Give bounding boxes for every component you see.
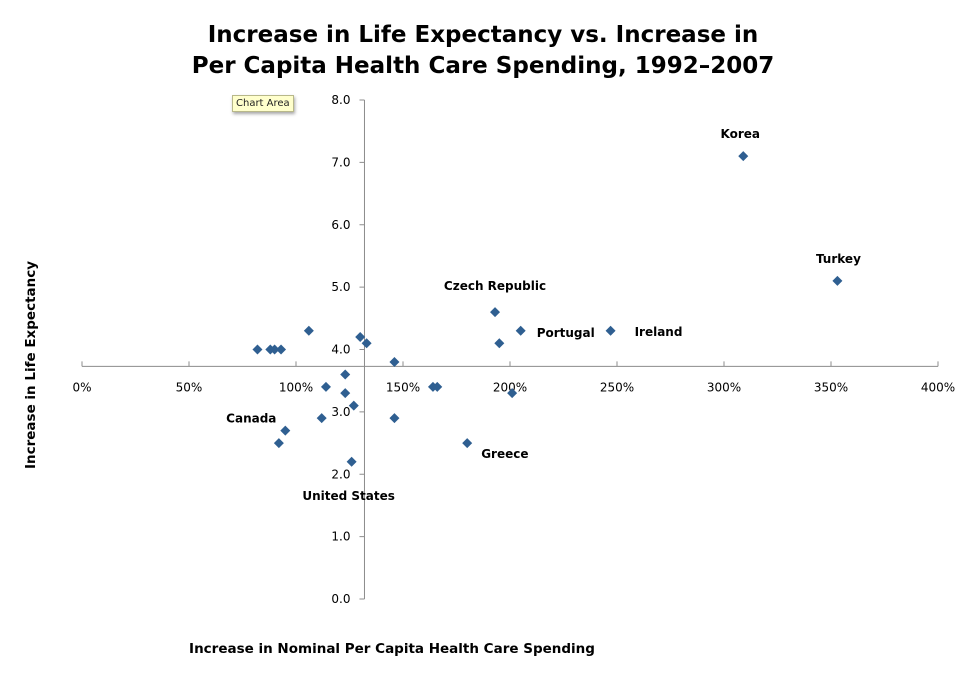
data-point[interactable] [252,344,263,355]
data-point-czech-republic[interactable] [490,307,501,318]
point-label: Greece [481,447,528,461]
data-point-ireland[interactable] [605,325,616,336]
point-label: Korea [721,127,761,141]
x-tick-label: 100% [279,380,313,394]
x-tick-label: 300% [707,380,741,394]
data-point-canada[interactable] [280,425,291,436]
data-point[interactable] [494,338,505,349]
y-tick-label: 6.0 [331,218,350,232]
y-tick-label: 5.0 [331,280,350,294]
point-label: Portugal [537,326,595,340]
y-tick-label: 2.0 [331,467,350,481]
data-point-korea[interactable] [738,151,749,162]
data-point[interactable] [340,388,351,399]
point-label: Ireland [635,325,683,339]
y-tick-label: 4.0 [331,343,350,357]
data-point-united-states[interactable] [346,456,357,467]
x-tick-label: 250% [600,380,634,394]
axes [81,99,939,600]
data-point[interactable] [432,381,443,392]
data-point-greece[interactable] [462,438,473,449]
x-tick-label: 50% [176,380,203,394]
chart-area-tooltip: Chart Area [232,95,294,112]
y-tick-label: 7.0 [331,155,350,169]
data-point[interactable] [316,413,327,424]
data-point[interactable] [340,369,351,380]
x-axis-title: Increase in Nominal Per Capita Health Ca… [189,641,595,657]
data-point-portugal[interactable] [515,325,526,336]
y-tick-label: 1.0 [331,530,350,544]
x-tick-label: 350% [814,380,848,394]
data-point[interactable] [303,325,314,336]
x-tick-label: 400% [921,380,955,394]
data-point[interactable] [355,332,366,343]
point-labels: Canada United States Greece Czech Republic P… [226,127,861,503]
data-point[interactable] [507,388,518,399]
point-label: United States [302,489,395,503]
point-label: Czech Republic [444,279,546,293]
chart-title-line-1: Increase in Life Expectancy vs. Increase… [208,22,759,48]
chart-title-line-2: Per Capita Health Care Spending, 1992–20… [192,53,775,79]
tick-labels: 0% 50% 100% 150% 200% 250% 300% 350% 400% 0.0 1.0 2… [72,93,955,606]
x-tick-label: 0% [72,380,91,394]
x-tick-label: 150% [386,380,420,394]
data-point[interactable] [348,400,359,411]
data-point[interactable] [273,438,284,449]
data-markers [252,151,843,467]
y-tick-label: 8.0 [331,93,350,107]
y-axis-title: Increase in Life Expectancy [23,261,39,469]
data-point[interactable] [269,344,280,355]
y-tick-label: 3.0 [331,405,350,419]
point-label: Turkey [816,252,861,266]
data-point[interactable] [389,413,400,424]
data-point[interactable] [320,381,331,392]
data-point[interactable] [389,356,400,367]
x-tick-label: 200% [493,380,527,394]
data-point[interactable] [361,338,372,349]
data-point[interactable] [276,344,287,355]
y-tick-label: 0.0 [331,592,350,606]
point-label: Canada [226,412,276,426]
data-point-turkey[interactable] [832,275,843,286]
